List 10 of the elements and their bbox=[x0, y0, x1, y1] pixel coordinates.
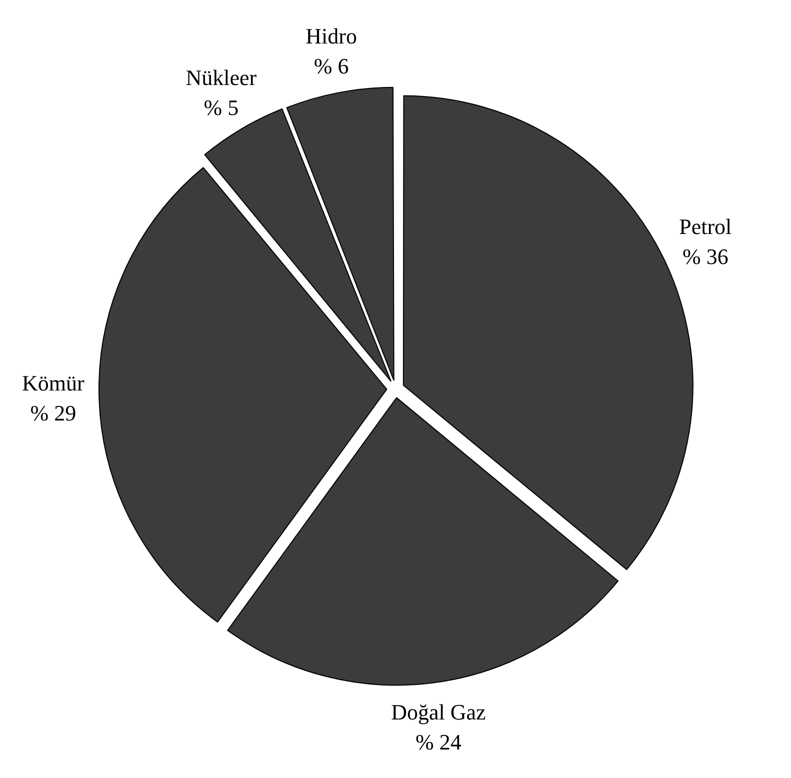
data-label: % 5 bbox=[204, 94, 239, 120]
slice-label: Nükleer bbox=[186, 64, 258, 90]
data-label: % 6 bbox=[314, 53, 349, 78]
slice-label: Doğal Gaz bbox=[391, 700, 486, 725]
slice-label: Kömür bbox=[22, 370, 86, 396]
data-label: % 24 bbox=[416, 730, 462, 755]
slice-label: Hidro bbox=[306, 23, 357, 48]
slice-label: Petrol bbox=[679, 214, 732, 239]
data-label: % 36 bbox=[682, 244, 728, 269]
data-label: % 29 bbox=[30, 400, 76, 426]
